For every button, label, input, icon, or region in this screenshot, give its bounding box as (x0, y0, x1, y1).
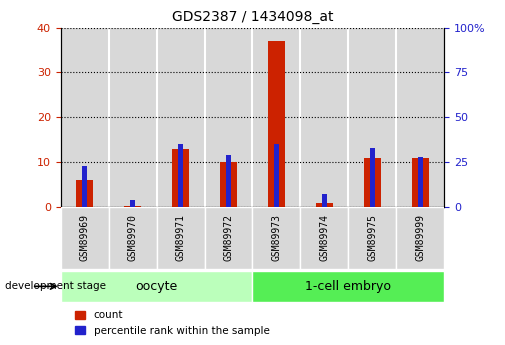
Bar (412, 158, 429, 207)
Bar (220, 162, 237, 207)
Bar (205, 207, 252, 269)
Bar (252, 207, 300, 269)
Bar (316, 203, 333, 207)
Bar (157, 28, 205, 207)
Bar (252, 28, 300, 207)
Bar (205, 28, 252, 207)
Bar (61, 28, 109, 207)
Bar (124, 206, 141, 207)
Bar (370, 148, 375, 207)
Bar (109, 28, 157, 207)
Text: oocyte: oocyte (135, 280, 178, 293)
Text: GSM89973: GSM89973 (272, 215, 281, 262)
Bar (172, 149, 189, 207)
Bar (268, 41, 285, 207)
Text: GSM89969: GSM89969 (80, 215, 89, 262)
Bar (364, 158, 381, 207)
Text: GSM89999: GSM89999 (416, 215, 425, 262)
Bar (300, 207, 348, 269)
Text: development stage: development stage (5, 282, 106, 291)
Bar (300, 28, 348, 207)
Text: 1-cell embryo: 1-cell embryo (306, 280, 391, 293)
Text: GSM89974: GSM89974 (320, 215, 329, 262)
Bar (82, 166, 87, 207)
Bar (157, 207, 205, 269)
Legend: count, percentile rank within the sample: count, percentile rank within the sample (71, 306, 274, 340)
Title: GDS2387 / 1434098_at: GDS2387 / 1434098_at (172, 10, 333, 24)
Bar (418, 157, 423, 207)
Bar (274, 144, 279, 207)
Bar (178, 144, 183, 207)
Text: GSM89975: GSM89975 (368, 215, 377, 262)
Bar (61, 271, 252, 302)
Bar (348, 207, 396, 269)
Bar (226, 155, 231, 207)
Bar (76, 180, 93, 207)
Bar (130, 200, 135, 207)
Bar (396, 28, 444, 207)
Text: GSM89970: GSM89970 (128, 215, 137, 262)
Bar (61, 207, 109, 269)
Bar (322, 195, 327, 207)
Text: GSM89972: GSM89972 (224, 215, 233, 262)
Bar (109, 207, 157, 269)
Text: GSM89971: GSM89971 (176, 215, 185, 262)
Bar (252, 271, 444, 302)
Bar (396, 207, 444, 269)
Bar (348, 28, 396, 207)
